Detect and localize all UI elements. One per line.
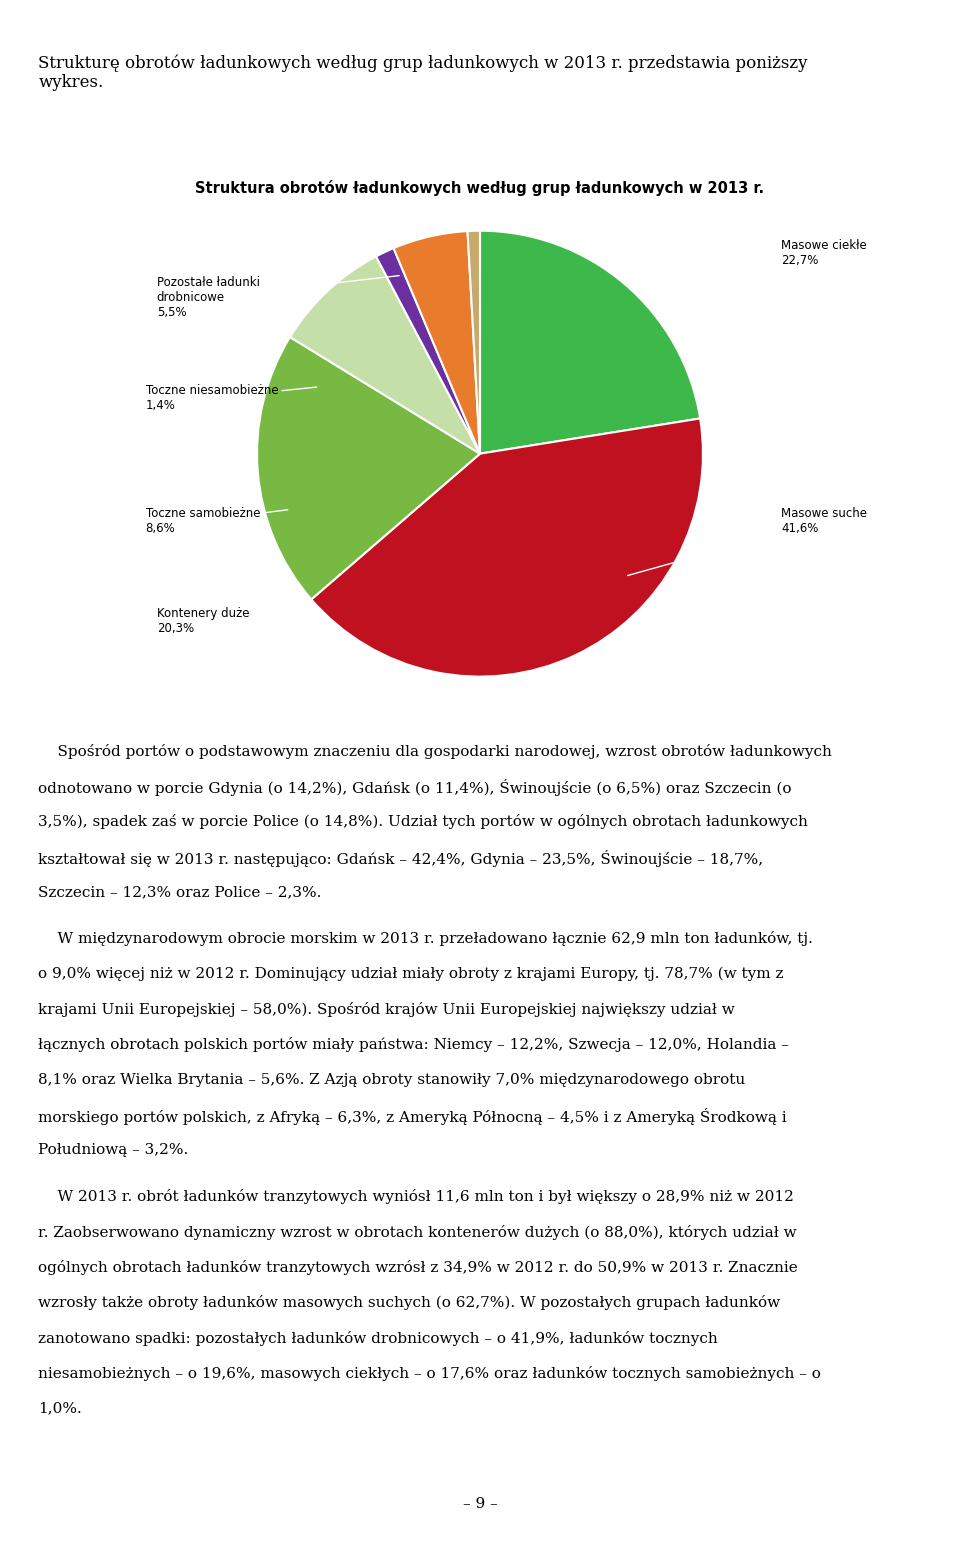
Text: o 9,0% więcej niż w 2012 r. Dominujący udział miały obroty z krajami Europy, tj.: o 9,0% więcej niż w 2012 r. Dominujący u… (38, 966, 784, 980)
Text: 3,5%), spadek zaś w porcie Police (o 14,8%). Udział tych portów w ogólnych obrot: 3,5%), spadek zaś w porcie Police (o 14,… (38, 814, 808, 830)
Text: W międzynarodowym obrocie morskim w 2013 r. przeładowano łącznie 62,9 mln ton ła: W międzynarodowym obrocie morskim w 2013… (38, 931, 813, 946)
Text: wzrosły także obroty ładunków masowych suchych (o 62,7%). W pozostałych grupach : wzrosły także obroty ładunków masowych s… (38, 1295, 780, 1311)
Text: odnotowano w porcie Gdynia (o 14,2%), Gdańsk (o 11,4%), Świnoujście (o 6,5%) ora: odnotowano w porcie Gdynia (o 14,2%), Gd… (38, 779, 792, 796)
Text: Pozostałe ładunki
drobnicowe
5,5%: Pozostałe ładunki drobnicowe 5,5% (156, 276, 399, 320)
Text: Strukturę obrotów ładunkowych według grup ładunkowych w 2013 r. przedstawia poni: Strukturę obrotów ładunkowych według gru… (38, 54, 808, 92)
Text: Kontenery duże
20,3%: Kontenery duże 20,3% (156, 606, 354, 653)
Text: W 2013 r. obrót ładunków tranzytowych wyniósł 11,6 mln ton i był większy o 28,9%: W 2013 r. obrót ładunków tranzytowych wy… (38, 1190, 794, 1204)
Text: 1,0%.: 1,0%. (38, 1402, 83, 1416)
Wedge shape (290, 256, 480, 453)
Text: Szczecin – 12,3% oraz Police – 2,3%.: Szczecin – 12,3% oraz Police – 2,3%. (38, 886, 322, 900)
Wedge shape (480, 231, 700, 453)
Text: kształtował się w 2013 r. następująco: Gdańsk – 42,4%, Gdynia – 23,5%, Świnoujśc: kształtował się w 2013 r. następująco: G… (38, 850, 763, 867)
Text: r. Zaobserwowano dynamiczny wzrost w obrotach kontenerów dużych (o 88,0%), który: r. Zaobserwowano dynamiczny wzrost w obr… (38, 1225, 797, 1239)
Wedge shape (311, 419, 703, 676)
Text: niesamobieżnych – o 19,6%, masowych ciekłych – o 17,6% oraz ładunków tocznych sa: niesamobieżnych – o 19,6%, masowych ciek… (38, 1366, 821, 1380)
Text: morskiego portów polskich, z Afryką – 6,3%, z Ameryką Północną – 4,5% i z Ameryk: morskiego portów polskich, z Afryką – 6,… (38, 1107, 787, 1124)
Text: Masowe ciekłe
22,7%: Masowe ciekłe 22,7% (650, 239, 867, 267)
Text: 8,1% oraz Wielka Brytania – 5,6%. Z Azją obroty stanowiły 7,0% międzynarodowego : 8,1% oraz Wielka Brytania – 5,6%. Z Azją… (38, 1073, 746, 1087)
Text: Spośród portów o podstawowym znaczeniu dla gospodarki narodowej, wzrost obrotów : Spośród portów o podstawowym znaczeniu d… (38, 743, 832, 758)
Wedge shape (257, 337, 480, 599)
Text: Toczne niesamobieżne
1,4%: Toczne niesamobieżne 1,4% (146, 385, 317, 413)
Wedge shape (468, 231, 480, 453)
Text: ogólnych obrotach ładunków tranzytowych wzrósł z 34,9% w 2012 r. do 50,9% w 2013: ogólnych obrotach ładunków tranzytowych … (38, 1259, 798, 1275)
Text: krajami Unii Europejskiej – 58,0%). Spośród krajów Unii Europejskiej największy : krajami Unii Europejskiej – 58,0%). Spoś… (38, 1002, 735, 1017)
Text: Południową – 3,2%.: Południową – 3,2%. (38, 1143, 189, 1157)
Text: Struktura obrotów ładunkowych według grup ładunkowych w 2013 r.: Struktura obrotów ładunkowych według gru… (196, 180, 764, 195)
Wedge shape (376, 248, 480, 453)
Text: – 9 –: – 9 – (463, 1497, 497, 1512)
Text: zanotowano spadki: pozostałych ładunków drobnicowych – o 41,9%, ładunków tocznyc: zanotowano spadki: pozostałych ładunków … (38, 1331, 718, 1346)
Text: łącznych obrotach polskich portów miały państwa: Niemcy – 12,2%, Szwecja – 12,0%: łącznych obrotach polskich portów miały … (38, 1038, 789, 1052)
Text: Toczne samobieżne
8,6%: Toczne samobieżne 8,6% (146, 507, 288, 535)
Wedge shape (394, 231, 480, 453)
Text: Masowe suche
41,6%: Masowe suche 41,6% (628, 507, 867, 575)
